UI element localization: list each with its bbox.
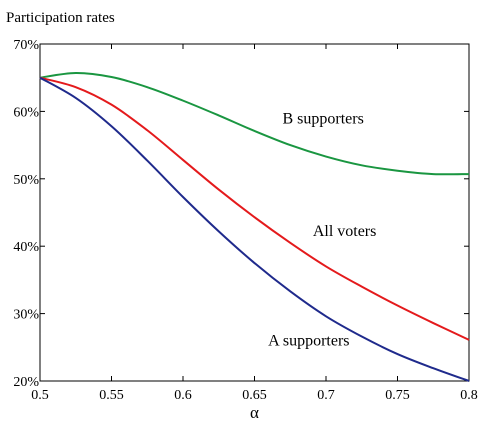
plot-frame: [39, 43, 470, 382]
x-tick-label: 0.5: [31, 388, 49, 403]
y-tick-label: 20%: [13, 375, 39, 390]
x-tick-label: 0.65: [242, 388, 267, 403]
chart-title: Participation rates: [6, 10, 115, 26]
annotation-label: All voters: [313, 223, 377, 240]
y-tick-label: 40%: [13, 240, 39, 255]
y-tick-label: 50%: [13, 173, 39, 188]
annotation-label: A supporters: [268, 332, 349, 349]
ticks-layer: 0.5 0.55 0.6 0.65 0.7 0.75 0.8 20% 30% 40% 50% 60% 7…: [13, 38, 477, 403]
y-tick-label: 30%: [13, 308, 39, 323]
x-tick-label: 0.6: [174, 388, 192, 403]
annotation-layer: B supporters All voters A supporters: [268, 111, 376, 350]
x-tick-label: 0.75: [385, 388, 410, 403]
annotation-label: B supporters: [282, 111, 363, 128]
series-layer: [39, 71, 470, 382]
series-line-b-supporters: [39, 71, 470, 176]
y-tick-label: 60%: [13, 105, 39, 120]
x-tick-label: 0.7: [317, 388, 335, 403]
x-tick-label: 0.8: [460, 388, 478, 403]
series-line-all-voters: [39, 76, 470, 341]
x-tick-label: 0.55: [99, 388, 124, 403]
y-tick-label: 70%: [13, 38, 39, 53]
x-axis-label: α: [250, 403, 259, 422]
series-line-a-supporters: [39, 76, 470, 382]
